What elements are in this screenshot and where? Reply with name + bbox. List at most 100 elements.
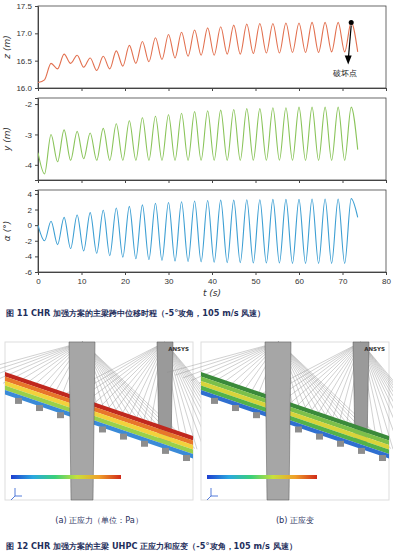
x-axis-line <box>39 89 387 92</box>
x-tick <box>386 88 387 91</box>
plot-area <box>38 20 358 83</box>
cable <box>297 342 361 417</box>
x-tick-label: 60 <box>295 277 304 286</box>
x-tick-label: 20 <box>121 277 130 286</box>
y-tick-mark <box>35 134 38 135</box>
y-tick-label: -4 <box>25 252 33 261</box>
x-tick: 80 <box>382 272 391 286</box>
y-tick: 0 <box>28 221 38 230</box>
x-tick-mark <box>212 88 213 91</box>
x-tick: 60 <box>295 272 304 286</box>
y-tick-mark <box>35 104 38 105</box>
x-tick-label: 40 <box>208 277 217 286</box>
cable <box>85 342 165 411</box>
x-tick-label: 10 <box>78 277 87 286</box>
image-frame <box>201 342 389 500</box>
series-line <box>38 22 358 82</box>
cross-beam <box>316 434 323 440</box>
cross-beam <box>99 426 106 432</box>
x-tick <box>169 88 170 91</box>
cross-beam <box>36 405 43 411</box>
x-axis <box>39 180 387 183</box>
y-tick-label: 4 <box>28 190 33 199</box>
x-tick-label: 70 <box>339 277 348 286</box>
panel: 16.016.517.017.5z (m)破坏点 <box>2 2 387 93</box>
y-axis: -4 -3 -2 <box>25 99 39 181</box>
cross-beam <box>337 441 344 447</box>
y-axis-line <box>35 191 39 273</box>
y-tick-label: 2 <box>28 206 33 215</box>
y-tick-label: 17.0 <box>16 29 32 38</box>
x-tick-mark <box>386 272 387 275</box>
plot-frame <box>38 6 386 88</box>
cross-beam <box>379 455 386 461</box>
triad-icon <box>11 488 22 500</box>
y-tick-label: 17.5 <box>16 2 32 11</box>
y-tick-mark <box>35 241 38 242</box>
annotation-point <box>349 20 354 25</box>
x-tick-mark <box>169 272 170 275</box>
x-tick <box>212 180 213 183</box>
cross-beam <box>232 405 239 411</box>
x-tick-mark <box>256 88 257 91</box>
software-logo: ANSYS <box>168 346 189 352</box>
x-tick <box>212 88 213 91</box>
cable <box>281 342 361 411</box>
y-tick-mark <box>35 33 38 34</box>
x-tick <box>82 88 83 91</box>
series-line <box>38 107 358 174</box>
cross-beam <box>15 398 22 404</box>
x-tick-mark <box>343 180 344 183</box>
deck-stripe <box>201 381 389 450</box>
deck-stripe <box>5 372 193 441</box>
x-tick: 20 <box>121 272 130 286</box>
deck-stripe <box>5 377 193 446</box>
x-tick <box>256 88 257 91</box>
color-bar <box>207 475 317 479</box>
x-axis-line <box>39 181 387 184</box>
plot-frame <box>38 98 386 180</box>
figure-caption: 图 12 CHR 加强方案的主梁 UHPC 正应力和应变（-5°攻角，105 m… <box>6 541 297 551</box>
panel: -4 -3 -2 y (m) <box>2 98 387 183</box>
y-tick: -2 <box>25 100 38 109</box>
y-axis-line <box>35 99 39 181</box>
annotation-arrow <box>345 25 352 64</box>
plot-area <box>38 107 358 174</box>
y-tick: -3 <box>25 131 38 140</box>
x-axis <box>39 88 387 91</box>
y-tick-mark <box>35 256 38 257</box>
plot-frame <box>38 190 386 272</box>
x-tick: 50 <box>252 272 261 286</box>
x-tick <box>125 88 126 91</box>
x-tick <box>169 180 170 183</box>
x-tick-label: 50 <box>252 277 261 286</box>
y-axis-line <box>35 7 39 89</box>
y-tick: 4 <box>28 190 38 199</box>
y-tick-label: -4 <box>25 161 33 170</box>
x-axis-line <box>39 273 387 276</box>
cross-beam <box>183 455 190 461</box>
cross-beam <box>358 448 365 454</box>
deck-stripe <box>201 372 389 441</box>
x-tick <box>343 88 344 91</box>
x-tick-mark <box>386 88 387 91</box>
y-tick: 2 <box>28 206 38 215</box>
x-tick <box>125 180 126 183</box>
cable <box>305 342 361 419</box>
x-tick-mark <box>125 88 126 91</box>
y-tick: 17.5 <box>16 2 38 11</box>
deck-stripe <box>201 390 389 459</box>
x-tick: 40 <box>208 272 217 286</box>
y-axis-title: y (m) <box>2 127 12 152</box>
y-tick-label: 0 <box>28 221 33 230</box>
figure-caption: 图 11 CHR 加强方案的主梁跨中位移时程（-5°攻角，105 m/s 风速） <box>6 308 266 318</box>
cross-beam <box>211 398 218 404</box>
x-tick <box>82 180 83 183</box>
deck-stripe <box>5 386 193 455</box>
deck-stripe <box>201 377 389 446</box>
x-tick-mark <box>212 180 213 183</box>
software-logo: ANSYS <box>364 346 385 352</box>
y-tick-label: -3 <box>25 131 33 140</box>
image-frame <box>5 342 193 500</box>
y-tick-mark <box>35 194 38 195</box>
